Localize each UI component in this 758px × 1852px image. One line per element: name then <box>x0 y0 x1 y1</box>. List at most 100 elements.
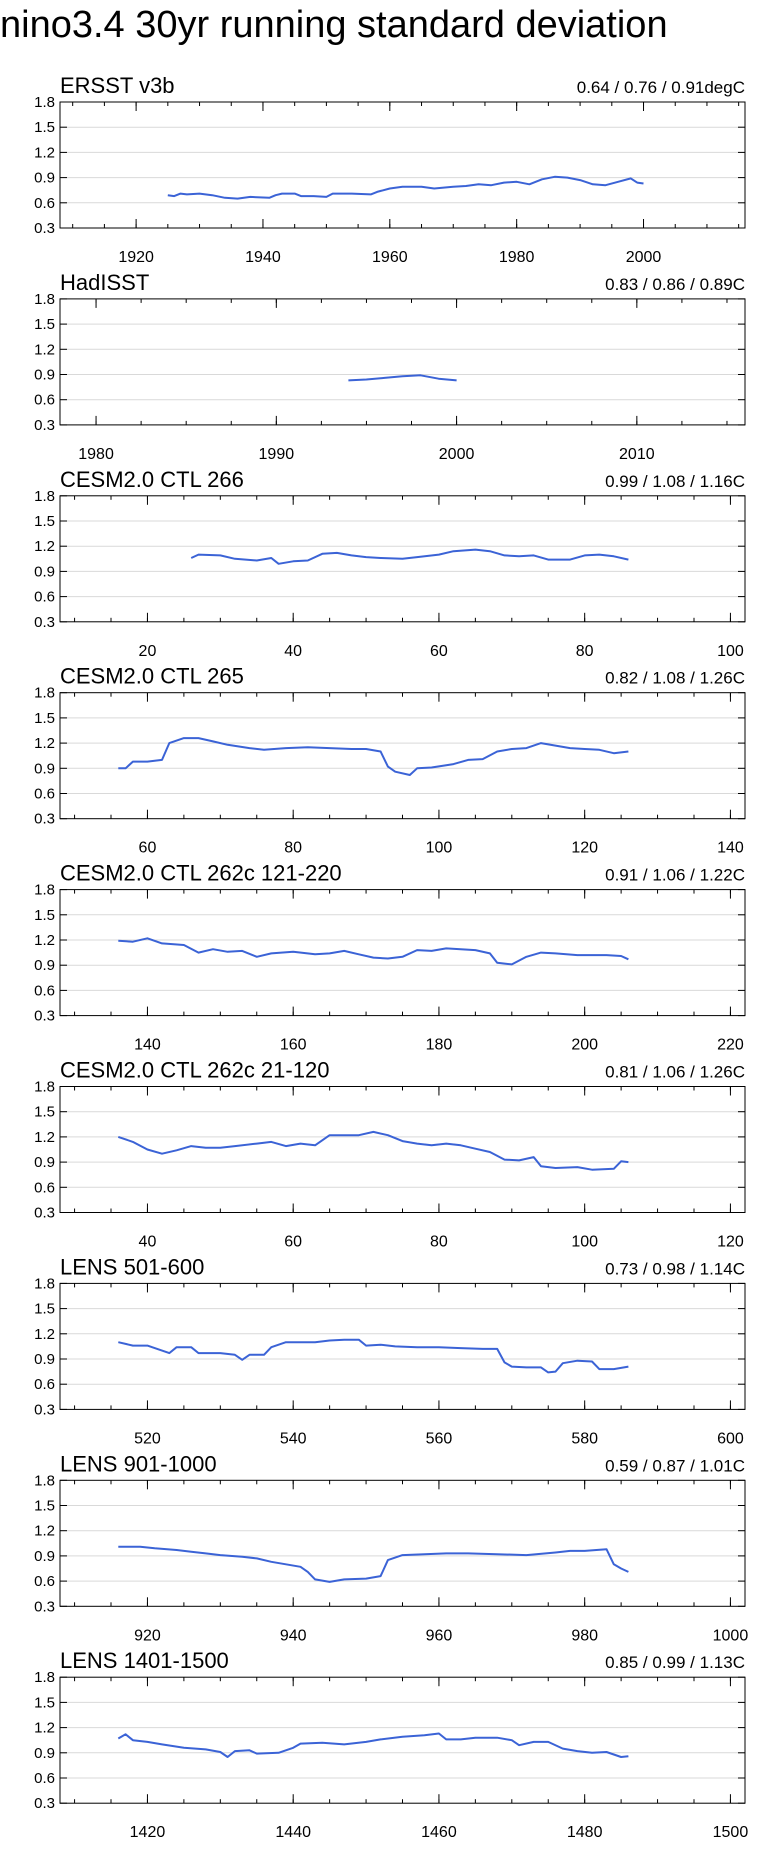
panel-stats: 0.64 / 0.76 / 0.91degC <box>577 78 745 97</box>
x-tick-label: 1500 <box>713 1824 749 1841</box>
chart-panel-7: LENS 501-600 0.73 / 0.98 / 1.14C 0.3 0.6 0.9… <box>34 1254 746 1447</box>
plot-frame <box>59 889 746 1017</box>
chart-panel-2: HadISST 0.83 / 0.86 / 0.89C 0.3 0.6 0.9 1.2 1.… <box>34 270 746 463</box>
x-tick-label: 2010 <box>619 446 655 463</box>
y-tick-label: 0.9 <box>34 170 55 187</box>
x-tick-label: 140 <box>134 1037 161 1054</box>
y-tick-label: 0.6 <box>34 1573 55 1590</box>
panel-title: CESM2.0 CTL 266 <box>60 467 244 492</box>
panel-stats: 0.85 / 0.99 / 1.13C <box>605 1653 745 1672</box>
x-tick-label: 100 <box>426 840 453 857</box>
series-line <box>118 1545 629 1583</box>
x-tick-label: 80 <box>576 643 594 660</box>
x-tick-label: 20 <box>139 643 157 660</box>
y-tick-label: 1.5 <box>34 1498 55 1515</box>
x-tick-label: 180 <box>426 1037 453 1054</box>
x-tick-label: 1480 <box>567 1824 603 1841</box>
y-tick-label: 1.5 <box>34 907 55 924</box>
series-line <box>167 175 644 200</box>
y-tick-label: 1.8 <box>34 291 55 308</box>
y-tick-label: 1.8 <box>34 488 55 505</box>
x-tick-label: 60 <box>430 643 448 660</box>
x-tick-label: 80 <box>430 1234 448 1251</box>
chart-panel-4: CESM2.0 CTL 265 0.82 / 1.08 / 1.26C 0.3 0.6… <box>34 664 746 857</box>
y-tick-label: 1.2 <box>34 341 55 358</box>
x-tick-label: 580 <box>571 1430 598 1447</box>
panel-stats: 0.91 / 1.06 / 1.22C <box>605 866 745 885</box>
plot-frame <box>59 1676 746 1804</box>
x-tick-label: 1940 <box>245 249 281 266</box>
x-tick-label: 40 <box>139 1234 157 1251</box>
y-tick-label: 1.8 <box>34 94 55 111</box>
series-line <box>118 1338 629 1374</box>
y-tick-label: 1.2 <box>34 538 55 555</box>
plot-frame <box>59 1479 746 1607</box>
x-tick-label: 520 <box>134 1430 161 1447</box>
x-tick-label: 980 <box>571 1627 598 1644</box>
x-tick-label: 560 <box>426 1430 453 1447</box>
y-tick-label: 0.6 <box>34 982 55 999</box>
y-tick-label: 1.2 <box>34 1129 55 1146</box>
x-tick-label: 600 <box>717 1430 744 1447</box>
panel-stats: 0.73 / 0.98 / 1.14C <box>605 1259 745 1278</box>
x-tick-label: 920 <box>134 1627 161 1644</box>
x-tick-label: 540 <box>280 1430 307 1447</box>
y-tick-label: 1.2 <box>34 144 55 161</box>
y-tick-label: 1.8 <box>34 685 55 702</box>
chart-panel-9: LENS 1401-1500 0.85 / 0.99 / 1.13C 0.3 0.6 0… <box>34 1648 748 1841</box>
y-tick-label: 0.9 <box>34 1745 55 1762</box>
x-tick-label: 100 <box>717 643 744 660</box>
y-tick-label: 1.8 <box>34 1669 55 1686</box>
panel-title: CESM2.0 CTL 262c 21-120 <box>60 1058 329 1083</box>
x-tick-label: 1920 <box>118 249 154 266</box>
panel-title: LENS 901-1000 <box>60 1451 217 1476</box>
series-line <box>117 1130 629 1171</box>
panel-stats: 0.83 / 0.86 / 0.89C <box>605 275 745 294</box>
y-tick-label: 1.5 <box>34 710 55 727</box>
y-tick-label: 1.5 <box>34 1301 55 1318</box>
y-tick-label: 1.2 <box>34 932 55 949</box>
y-tick-label: 0.3 <box>34 811 55 828</box>
x-tick-label: 60 <box>284 1234 302 1251</box>
figure-title: nino3.4 30yr running standard deviation <box>0 4 668 46</box>
panel-title: ERSST v3b <box>60 73 175 98</box>
y-tick-label: 1.8 <box>34 882 55 899</box>
panel-title: CESM2.0 CTL 262c 121-220 <box>60 861 342 886</box>
y-tick-label: 0.3 <box>34 1795 55 1812</box>
x-tick-label: 1990 <box>259 446 295 463</box>
x-tick-label: 1960 <box>372 249 408 266</box>
y-tick-label: 0.9 <box>34 1548 55 1565</box>
y-tick-label: 1.5 <box>34 513 55 530</box>
y-tick-label: 1.2 <box>34 1523 55 1540</box>
x-tick-label: 200 <box>571 1037 598 1054</box>
chart-panel-6: CESM2.0 CTL 262c 21-120 0.81 / 1.06 / 1.2… <box>34 1058 746 1251</box>
x-tick-label: 40 <box>284 643 302 660</box>
y-tick-label: 1.8 <box>34 1079 55 1096</box>
x-tick-label: 2000 <box>626 249 662 266</box>
y-tick-label: 0.3 <box>34 1008 55 1025</box>
plot-frame <box>59 1086 746 1213</box>
chart-panel-8: LENS 901-1000 0.59 / 0.87 / 1.01C 0.3 0.6 0.… <box>34 1451 748 1644</box>
y-tick-label: 0.3 <box>34 417 55 434</box>
y-tick-label: 0.9 <box>34 1351 55 1368</box>
y-tick-label: 1.5 <box>34 316 55 333</box>
y-tick-label: 1.2 <box>34 1720 55 1737</box>
x-tick-label: 160 <box>280 1037 307 1054</box>
x-tick-label: 1440 <box>275 1824 311 1841</box>
y-tick-label: 1.5 <box>34 1694 55 1711</box>
series-line <box>348 374 457 382</box>
chart-panel-1: ERSST v3b 0.64 / 0.76 / 0.91degC 0.3 0.6 0.9… <box>34 73 746 266</box>
x-tick-label: 60 <box>139 840 157 857</box>
chart-panel-3: CESM2.0 CTL 266 0.99 / 1.08 / 1.16C 0.3 0.6… <box>34 467 746 660</box>
y-tick-label: 0.6 <box>34 1770 55 1787</box>
series-line <box>190 548 629 565</box>
y-tick-label: 1.8 <box>34 1275 55 1292</box>
y-tick-label: 0.6 <box>34 1179 55 1196</box>
panel-title: LENS 1401-1500 <box>60 1648 229 1673</box>
chart-panel-5: CESM2.0 CTL 262c 121-220 0.91 / 1.06 / 1.… <box>34 861 746 1054</box>
y-tick-label: 1.5 <box>34 119 55 136</box>
panel-stats: 0.81 / 1.06 / 1.26C <box>605 1063 745 1082</box>
y-tick-label: 0.6 <box>34 786 55 803</box>
x-tick-label: 80 <box>284 840 302 857</box>
